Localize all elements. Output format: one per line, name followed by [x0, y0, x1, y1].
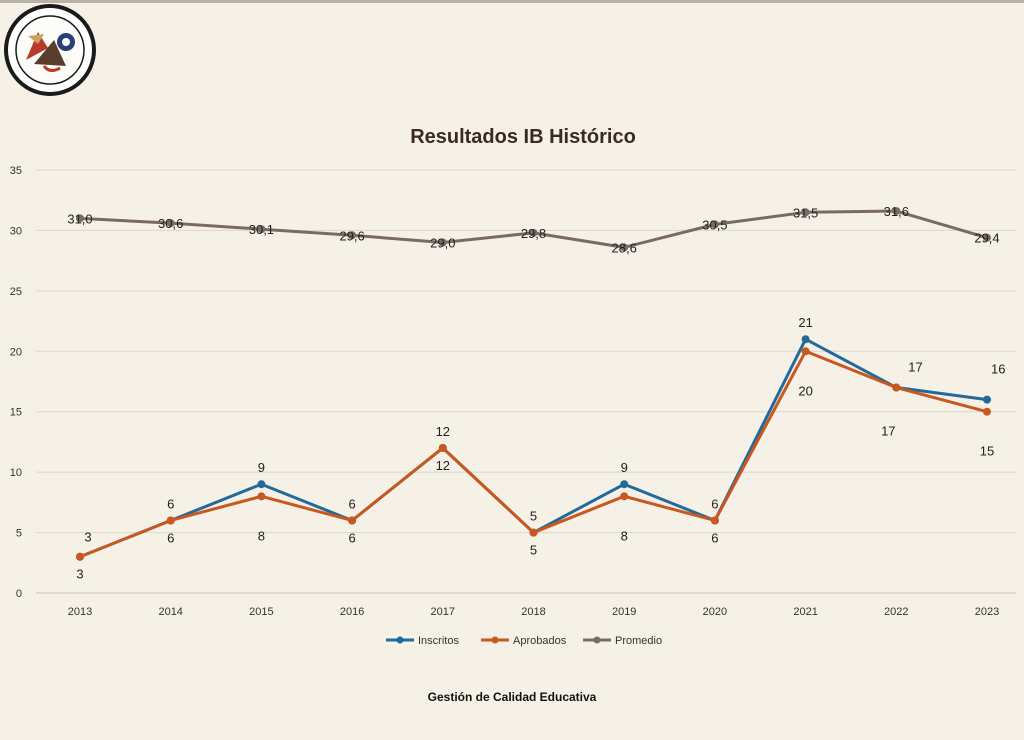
- y-tick-label: 30: [10, 225, 22, 237]
- data-label-inscritos: 6: [711, 496, 718, 511]
- data-label-aprobados: 8: [258, 528, 265, 543]
- x-tick-label: 2014: [158, 606, 182, 618]
- data-label-inscritos: 3: [84, 530, 91, 545]
- data-label-aprobados: 20: [798, 383, 812, 398]
- data-label-promedio: 29,6: [339, 228, 364, 243]
- data-point-aprobados: [983, 407, 991, 416]
- data-point-aprobados: [166, 516, 175, 525]
- data-point-promedio: [348, 231, 357, 240]
- data-label-inscritos: 17: [908, 360, 922, 375]
- data-point-aprobados: [257, 492, 266, 501]
- data-point-promedio: [892, 207, 901, 216]
- data-point-inscritos: [620, 480, 629, 489]
- x-tick-label: 2020: [703, 606, 727, 618]
- legend-label-inscritos: Inscritos: [418, 635, 459, 647]
- y-tick-label: 10: [10, 467, 22, 479]
- data-label-aprobados: 12: [436, 458, 450, 473]
- y-tick-label: 35: [10, 165, 22, 177]
- data-label-promedio: 28,6: [612, 240, 637, 255]
- data-label-promedio: 31,0: [67, 211, 92, 226]
- data-label-promedio: 29,8: [521, 226, 546, 241]
- data-label-inscritos: 6: [348, 496, 355, 511]
- x-tick-label: 2013: [68, 606, 92, 618]
- data-point-aprobados: [710, 516, 719, 525]
- x-tick-label: 2022: [884, 606, 908, 618]
- data-point-promedio: [166, 219, 175, 228]
- data-label-promedio: 30,6: [158, 216, 183, 231]
- data-point-promedio: [983, 233, 991, 242]
- data-point-promedio: [620, 243, 629, 252]
- data-point-promedio: [257, 225, 266, 234]
- chart-title: Resultados IB Histórico: [410, 126, 636, 148]
- footer-text: Gestión de Calidad Educativa: [427, 690, 597, 704]
- y-tick-label: 5: [16, 528, 22, 540]
- data-label-inscritos: 6: [167, 496, 174, 511]
- data-label-promedio: 29,0: [430, 236, 455, 251]
- y-tick-label: 0: [16, 588, 22, 600]
- data-label-inscritos: 9: [258, 460, 265, 475]
- data-point-aprobados: [348, 516, 357, 525]
- data-point-promedio: [76, 214, 84, 223]
- data-point-aprobados: [892, 383, 901, 392]
- data-point-promedio: [438, 238, 447, 247]
- legend-marker-inscritos: [396, 636, 404, 644]
- y-tick-label: 20: [10, 346, 22, 358]
- x-tick-label: 2023: [975, 606, 999, 618]
- x-tick-label: 2019: [612, 606, 636, 618]
- data-label-inscritos: 12: [436, 424, 450, 439]
- data-point-aprobados: [438, 443, 447, 452]
- top-rule: [0, 0, 1024, 3]
- legend-label-promedio: Promedio: [615, 635, 662, 647]
- data-label-aprobados: 15: [980, 444, 994, 459]
- y-tick-label: 15: [10, 407, 22, 419]
- data-label-aprobados: 6: [711, 530, 718, 545]
- data-label-inscritos: 21: [798, 315, 812, 330]
- data-point-promedio: [529, 228, 538, 237]
- data-label-aprobados: 6: [348, 530, 355, 545]
- x-tick-label: 2021: [793, 606, 817, 618]
- data-point-aprobados: [76, 552, 84, 561]
- data-label-promedio: 31,5: [793, 205, 818, 220]
- data-label-promedio: 29,4: [974, 231, 999, 246]
- data-label-inscritos: 9: [621, 460, 628, 475]
- series-line-inscritos: [78, 337, 989, 559]
- data-point-aprobados: [801, 347, 810, 356]
- x-tick-label: 2017: [431, 606, 455, 618]
- data-label-inscritos: 16: [991, 362, 1005, 377]
- data-point-promedio: [710, 220, 719, 229]
- legend-label-aprobados: Aprobados: [513, 635, 567, 647]
- data-point-inscritos: [801, 335, 810, 344]
- data-label-promedio: 30,1: [249, 222, 274, 237]
- data-point-inscritos: [257, 480, 266, 489]
- data-label-aprobados: 6: [167, 530, 174, 545]
- data-point-aprobados: [620, 492, 629, 501]
- data-label-aprobados: 5: [530, 543, 537, 558]
- y-tick-label: 25: [10, 286, 22, 298]
- x-tick-label: 2015: [249, 606, 273, 618]
- x-tick-label: 2016: [340, 606, 364, 618]
- data-label-aprobados: 8: [621, 528, 628, 543]
- data-label-aprobados: 17: [881, 424, 895, 439]
- series-line-aprobados: [78, 349, 989, 559]
- x-tick-label: 2018: [521, 606, 545, 618]
- data-label-inscritos: 5: [530, 509, 537, 524]
- legend-marker-aprobados: [491, 636, 499, 644]
- school-crest-icon: [4, 4, 96, 96]
- data-label-promedio: 31,6: [884, 204, 909, 219]
- data-point-promedio: [801, 208, 810, 217]
- legend-marker-promedio: [593, 636, 601, 644]
- data-point-aprobados: [529, 528, 538, 537]
- data-label-promedio: 30,5: [702, 217, 727, 232]
- data-point-inscritos: [983, 395, 991, 404]
- data-label-aprobados: 3: [76, 567, 83, 582]
